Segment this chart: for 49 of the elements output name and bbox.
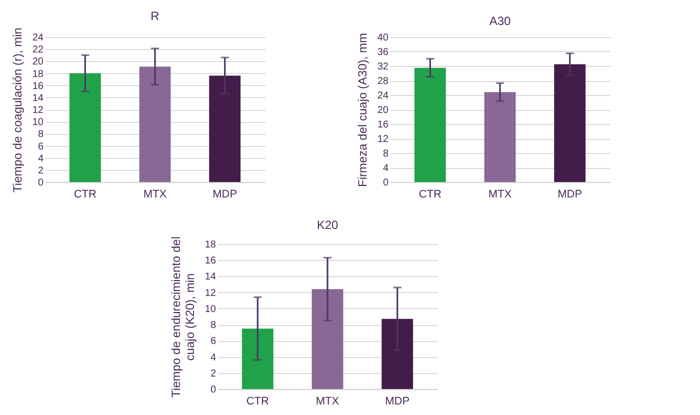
x-tick-label: MTX: [143, 188, 168, 200]
y-tick-label: 2: [38, 165, 44, 176]
x-tick-label: MDP: [212, 188, 238, 200]
y-tick-label: 10: [32, 117, 44, 128]
chart-title: K20: [316, 218, 338, 232]
y-tick-label: 0: [38, 178, 44, 188]
y-tick-label: 12: [32, 105, 44, 116]
y-tick-label: 22: [32, 44, 44, 56]
y-tick-label: 2: [210, 368, 216, 380]
chart-title: R: [150, 9, 160, 24]
x-tick-label: MDP: [385, 396, 410, 408]
y-tick-label: 4: [210, 352, 216, 364]
y-tick-label: 0: [210, 384, 216, 396]
y-tick-label: 20: [377, 105, 389, 116]
y-tick-label: 16: [32, 80, 44, 92]
y-tick-label: 14: [32, 92, 44, 104]
y-tick-label: 8: [210, 320, 216, 332]
y-tick-label: 40: [377, 32, 389, 44]
y-tick-label: 0: [382, 178, 389, 188]
y-tick-label: 4: [382, 163, 389, 174]
y-tick-label: 16: [204, 256, 216, 267]
y-tick-label: 16: [377, 120, 389, 130]
y-tick-label: 18: [204, 240, 216, 250]
y-tick-label: 6: [38, 141, 44, 152]
y-tick-label: 24: [32, 32, 44, 44]
y-tick-label: 6: [210, 336, 216, 348]
y-tick-label: 32: [377, 62, 389, 72]
x-tick-label: CTR: [74, 188, 97, 200]
x-tick-label: MTX: [488, 188, 512, 200]
y-tick-label: 10: [204, 304, 216, 315]
y-tick-label: 36: [377, 47, 389, 58]
y-tick-label: 18: [32, 68, 44, 80]
y-tick-label: 8: [38, 129, 44, 140]
y-axis-title: Firmeza del cuajo (A30), mm: [355, 32, 370, 188]
x-tick-label: CTR: [246, 396, 270, 408]
y-tick-label: 24: [377, 90, 389, 102]
x-tick-label: MTX: [316, 396, 340, 408]
x-tick-label: MDP: [558, 188, 582, 200]
y-tick-label: 12: [204, 288, 216, 299]
y-tick-label: 20: [32, 56, 44, 68]
y-tick-label: 4: [38, 153, 44, 164]
y-tick-label: 8: [382, 148, 389, 160]
y-tick-label: 28: [377, 76, 389, 87]
y-tick-label: 14: [204, 272, 216, 283]
y-axis-title: Tiempo de coagulación (r), min: [10, 28, 24, 192]
y-tick-label: 12: [377, 134, 389, 145]
x-tick-label: CTR: [418, 188, 442, 200]
y-axis-title: Tiempo de endurecimiento del cuajo (K20), min: [168, 236, 197, 398]
chart-title: A30: [489, 14, 511, 28]
